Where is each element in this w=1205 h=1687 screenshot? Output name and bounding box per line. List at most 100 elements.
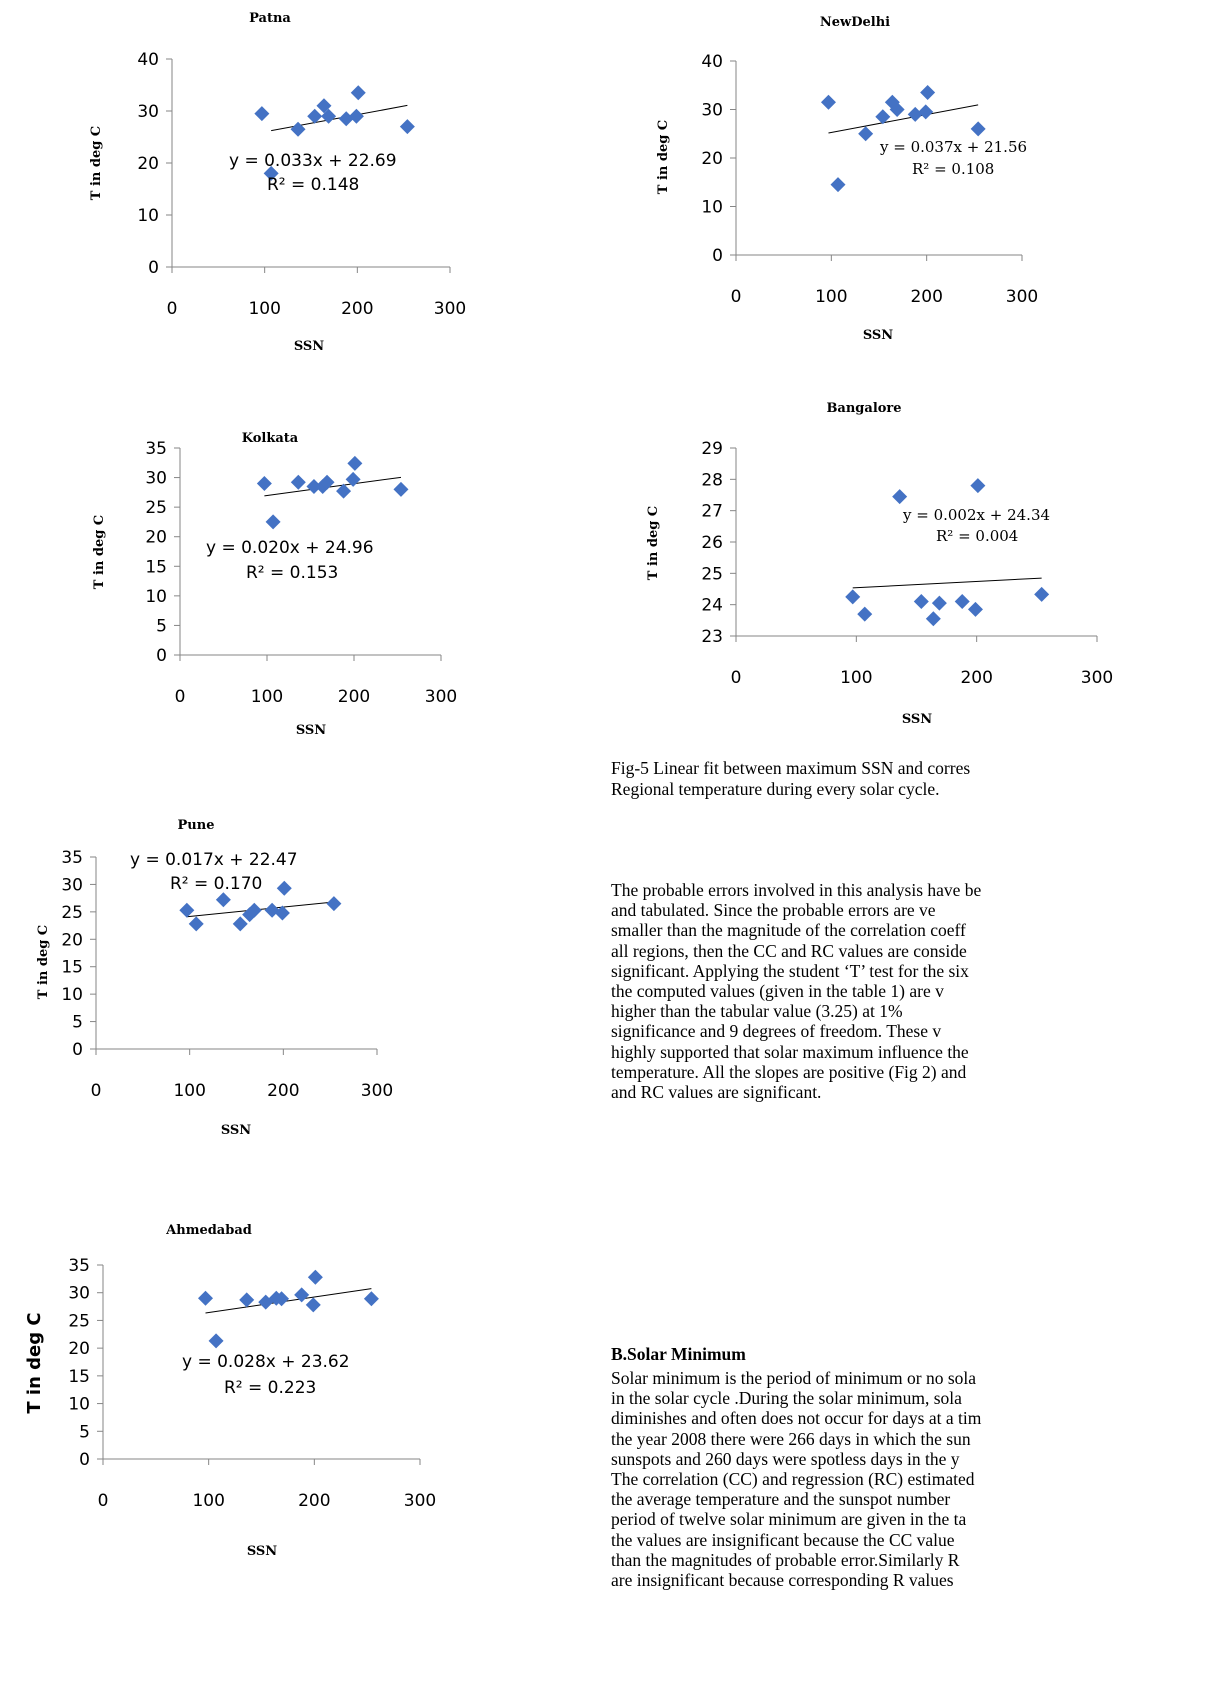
r-squared-label: R² = 0.170 — [170, 874, 262, 894]
data-point — [254, 106, 270, 122]
data-point — [264, 902, 280, 918]
data-point — [830, 177, 846, 193]
text-line: than the magnitudes of probable error.Si… — [611, 1549, 960, 1570]
y-tick-label: 40 — [137, 50, 159, 70]
chart-pune: 0 5 10 15 20 25 30 35 0 100 200 300 Pune SSN T in deg … — [36, 818, 393, 1138]
y-tick-label: 25 — [68, 1311, 90, 1331]
text-line: The probable errors involved in this ana… — [611, 880, 982, 900]
text-line: sunspots and 260 days were spotless days… — [611, 1448, 960, 1469]
data-point — [326, 896, 342, 912]
x-axis-label: SSN — [863, 328, 893, 343]
x-tick-label: 300 — [404, 1491, 436, 1511]
y-tick-label: 0 — [712, 246, 723, 266]
text-line: diminishes and often does not occur for … — [611, 1408, 982, 1429]
y-axis-label: T in deg C — [646, 506, 661, 580]
y-tick-label: 10 — [145, 587, 167, 607]
text-line: smaller than the magnitude of the correl… — [611, 920, 966, 941]
y-axis-label: T in deg C — [24, 1312, 45, 1413]
y-tick-label: 20 — [145, 528, 167, 548]
x-tick-label: 200 — [338, 687, 370, 707]
y-tick-label: 30 — [145, 469, 167, 489]
y-tick-label: 10 — [137, 206, 159, 226]
x-tick-label: 0 — [175, 687, 186, 707]
text-line: temperature. All the slopes are positive… — [611, 1061, 967, 1082]
y-tick-label: 20 — [701, 149, 723, 169]
y-tick-label: 30 — [137, 102, 159, 122]
data-point — [931, 595, 947, 611]
trend-equation: y = 0.028x + 23.62 — [182, 1352, 350, 1372]
x-tick-label: 0 — [91, 1081, 102, 1101]
data-point — [265, 514, 281, 530]
data-point — [845, 589, 861, 605]
chart-title: Pune — [178, 818, 215, 833]
data-point — [889, 102, 905, 117]
r-squared-label: R² = 0.004 — [936, 527, 1018, 545]
x-axis-label: SSN — [221, 1123, 251, 1138]
y-tick-label: 30 — [701, 101, 723, 121]
data-point — [319, 474, 335, 490]
x-tick-label: 100 — [815, 287, 847, 307]
data-point — [350, 85, 366, 101]
data-point — [345, 471, 361, 487]
text-line: in the solar cycle .During the solar min… — [611, 1388, 962, 1409]
text-line: are insignificant because corresponding … — [611, 1570, 954, 1591]
y-tick-label: 25 — [145, 498, 167, 518]
data-point — [239, 1292, 255, 1308]
data-point — [892, 489, 908, 505]
x-tick-label: 200 — [341, 299, 373, 319]
data-point — [820, 94, 836, 110]
y-tick-label: 28 — [701, 470, 723, 490]
figure-caption: Fig-5 Linear fit between maximum SSN and… — [611, 758, 970, 800]
y-axis-label: T in deg C — [92, 515, 107, 589]
y-tick-label: 0 — [156, 646, 167, 666]
y-axis-label: T in deg C — [89, 126, 104, 200]
data-point — [232, 916, 248, 932]
x-tick-label: 100 — [248, 299, 280, 319]
y-tick-label: 35 — [68, 1256, 90, 1276]
data-point — [290, 474, 306, 490]
y-tick-label: 15 — [61, 958, 83, 978]
data-point — [294, 1287, 310, 1303]
text-line: Solar minimum is the period of minimum o… — [611, 1368, 977, 1388]
y-tick-label: 10 — [68, 1395, 90, 1415]
chart-title: Kolkata — [242, 431, 299, 446]
chart-bangalore: 23 24 25 26 27 28 29 0 100 200 300 Bangalore SSN T in… — [646, 401, 1113, 727]
data-point — [188, 916, 204, 932]
y-tick-label: 35 — [145, 439, 167, 459]
x-tick-label: 300 — [1006, 287, 1038, 307]
y-tick-label: 24 — [701, 596, 723, 616]
x-tick-label: 100 — [173, 1081, 205, 1101]
y-axis-label: T in deg C — [36, 925, 51, 999]
y-tick-label: 20 — [61, 930, 83, 950]
y-tick-label: 40 — [701, 52, 723, 72]
data-point — [246, 902, 262, 918]
x-tick-label: 300 — [434, 299, 466, 319]
y-tick-label: 25 — [701, 564, 723, 584]
data-point — [179, 902, 195, 918]
trendline — [271, 104, 408, 132]
data-point — [363, 1291, 379, 1307]
text-line: all regions, then the CC and RC values a… — [611, 940, 967, 961]
data-point — [305, 1297, 321, 1313]
text-line: the year 2008 there were 266 days in whi… — [611, 1428, 971, 1449]
data-point — [215, 892, 231, 908]
chart-ahmedabad: 0 5 10 15 20 25 30 35 0 100 200 300 Ahmedabad SSN T in… — [24, 1223, 436, 1559]
x-tick-label: 100 — [251, 687, 283, 707]
data-point — [954, 594, 970, 610]
y-tick-label: 5 — [156, 616, 167, 636]
x-tick-label: 200 — [960, 668, 992, 688]
x-tick-label: 200 — [267, 1081, 299, 1101]
x-axis-label: SSN — [296, 723, 326, 738]
data-point — [967, 601, 983, 617]
x-tick-label: 300 — [361, 1081, 393, 1101]
data-point — [393, 481, 409, 497]
x-tick-label: 300 — [1081, 668, 1113, 688]
data-point — [925, 611, 941, 627]
y-tick-label: 0 — [79, 1450, 90, 1470]
text-line: the average temperature and the sunspot … — [611, 1489, 951, 1510]
x-tick-label: 0 — [167, 299, 178, 319]
y-tick-label: 29 — [701, 439, 723, 459]
y-tick-label: 27 — [701, 502, 723, 522]
chart-patna: 0 10 20 30 40 0 100 200 300 Patna SSN T in deg C y =… — [89, 11, 466, 354]
